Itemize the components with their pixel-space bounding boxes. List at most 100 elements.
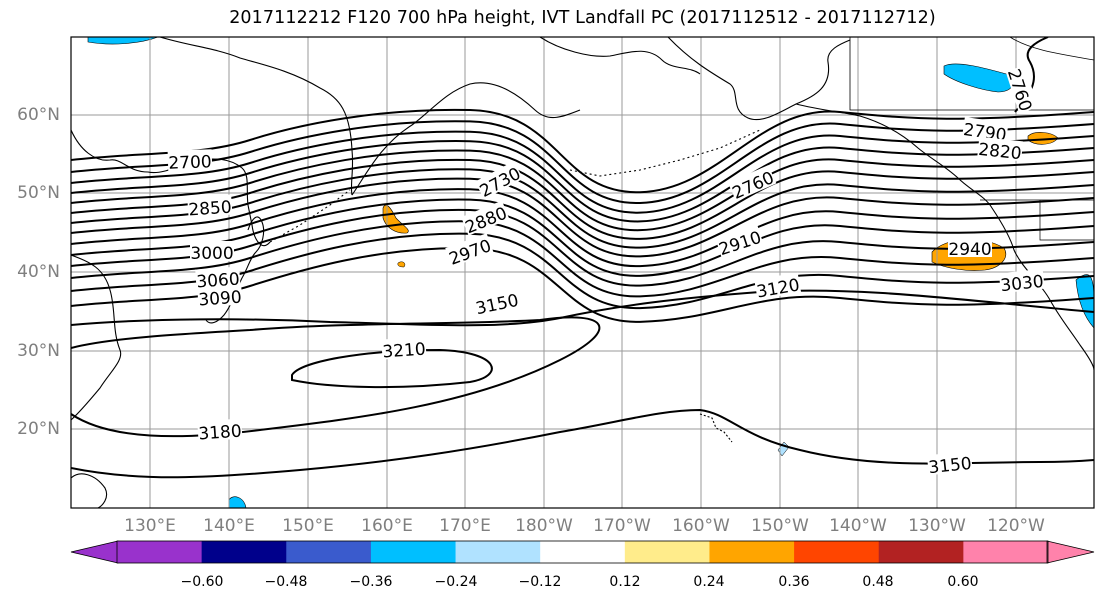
contour-label: 3030	[998, 268, 1045, 296]
contour-label-bg	[195, 266, 241, 290]
colorbar-bin	[455, 541, 541, 563]
contour-line	[71, 149, 1094, 232]
contour-line	[71, 220, 1094, 298]
contour-label-text: 3000	[190, 244, 233, 264]
colorbar-bin	[624, 541, 711, 563]
colorbar-bin	[878, 541, 964, 563]
colorbar-tick-label: 0.60	[947, 574, 978, 590]
contour-label-text: 3030	[1000, 272, 1045, 296]
contour-label-bg	[977, 136, 1024, 162]
coast-philippines	[71, 473, 108, 508]
contour-label: 2940	[948, 237, 992, 260]
lon-labels: 130°E 140°E 150°E 160°E 170°E 180°W 170°…	[124, 516, 1045, 536]
contour-label-text: 2700	[168, 152, 212, 173]
contour-label-bg	[445, 233, 494, 268]
aleutian-chain	[569, 129, 761, 177]
colorbar-bin	[709, 541, 795, 563]
alaska-border	[849, 37, 1094, 111]
colorbar-frame	[116, 540, 1049, 564]
contour-line	[71, 120, 1094, 204]
contour-label: 3000	[190, 241, 234, 264]
contour-line	[71, 140, 1094, 223]
contour-label-bg	[197, 418, 243, 442]
contour-label-bg	[962, 117, 1009, 143]
colorbar-tick-label: −0.12	[519, 574, 562, 590]
lon-label: 160°W	[672, 516, 730, 536]
map-title: 2017112212 F120 700 hPa height, IVT Land…	[229, 8, 936, 28]
contour-line	[71, 177, 1094, 258]
lat-label: 60°N	[17, 105, 60, 125]
contour-label: 3210	[381, 336, 427, 363]
coast-chukotka	[539, 37, 701, 75]
shade-positive-dot	[397, 261, 406, 268]
contour-label-bg	[1005, 65, 1039, 114]
contour-label-text: 2940	[948, 240, 991, 260]
lat-labels: 60°N 50°N 40°N 30°N 20°N	[17, 105, 60, 439]
contour-label-bg	[998, 268, 1045, 294]
contour-label: 3150	[926, 450, 973, 478]
contour-label-bg	[474, 161, 524, 200]
contour-label-text: 2820	[977, 140, 1022, 164]
contour-label-bg	[381, 336, 427, 360]
colorbar-tick-label: 0.48	[862, 574, 893, 590]
coast-north-america	[795, 103, 1094, 371]
lon-label: 120°W	[987, 516, 1045, 536]
lat-label: 30°N	[17, 341, 60, 361]
coast-kamchatka	[351, 82, 581, 196]
contour-line	[71, 198, 1094, 277]
colorbar-tick-label: −0.48	[265, 574, 308, 590]
contour-label: 3090	[197, 284, 243, 311]
contour-label-text: 3150	[928, 454, 973, 478]
contour-line	[71, 168, 1094, 249]
colorbar-bin	[540, 541, 626, 563]
colorbar-ticks: −0.60 −0.48 −0.36 −0.24 −0.12 0.12 0.24 …	[181, 574, 979, 590]
colorbar-extend-low	[70, 540, 119, 564]
lon-label: 180°W	[515, 516, 573, 536]
contour-label-bg	[754, 272, 802, 300]
coast-alaska-west	[667, 37, 851, 121]
contour-line	[71, 247, 1094, 323]
contour-line	[71, 108, 1094, 194]
colorbar-tick-label: −0.24	[435, 574, 478, 590]
hawaii-islands	[699, 413, 733, 443]
contour-3150-south	[71, 408, 1094, 479]
lon-label: 140°E	[203, 516, 255, 536]
coast-siberia	[159, 37, 354, 196]
contour-label-bg	[197, 284, 243, 308]
contour-label: 2850	[187, 194, 233, 221]
lon-label: 150°E	[282, 516, 334, 536]
colorbar	[70, 540, 1095, 564]
colorbar-tick-label: −0.36	[350, 574, 393, 590]
coastlines	[71, 37, 1094, 508]
lat-label: 50°N	[17, 183, 60, 203]
contour-label-text: 2850	[188, 198, 233, 221]
contour-label-bg	[728, 165, 777, 202]
contour-label: 2820	[977, 136, 1024, 164]
contour-label-bg	[472, 287, 521, 317]
contour-line	[71, 130, 1094, 214]
contour-label-text: 3090	[198, 288, 243, 311]
contour-label-bg	[187, 194, 233, 218]
contour-label-text: 3180	[198, 422, 243, 445]
contour-3210	[291, 348, 493, 389]
lon-label: 130°W	[908, 516, 966, 536]
contour-line	[71, 188, 1094, 268]
colorbar-tick-label: 0.36	[778, 574, 809, 590]
contour-label: 2700	[167, 149, 213, 174]
lon-label: 170°E	[439, 516, 491, 536]
lon-label: 140°W	[829, 516, 887, 536]
contour-label: 3180	[197, 418, 243, 445]
contour-label-bg	[948, 237, 992, 257]
shade-negative-south	[228, 496, 247, 508]
colorbar-bin	[117, 541, 203, 563]
contour-line	[71, 232, 1094, 310]
colorbar-tick-label: 0.24	[693, 574, 724, 590]
contour-line	[71, 208, 1094, 287]
contour-label-text: 3210	[382, 340, 427, 363]
colorbar-bin	[963, 541, 1049, 563]
contour-label-bg	[926, 450, 973, 476]
lat-label: 20°N	[17, 419, 60, 439]
lon-label: 160°E	[361, 516, 413, 536]
